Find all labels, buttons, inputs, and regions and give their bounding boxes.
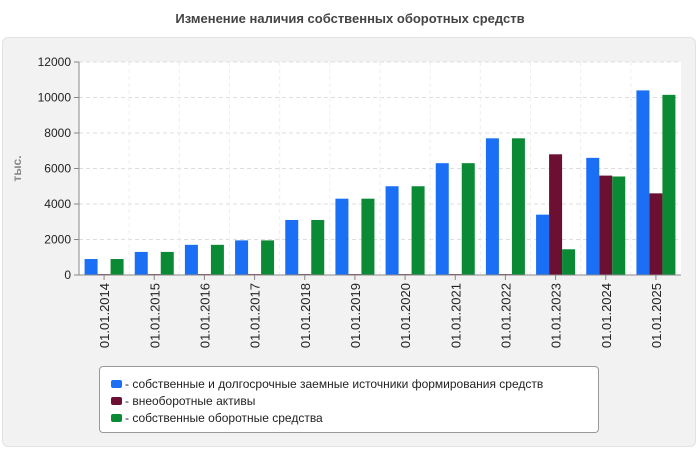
legend-item: - внеоборотные активы bbox=[111, 392, 598, 409]
bar bbox=[335, 198, 349, 275]
x-tick-label: 01.01.2024 bbox=[599, 283, 614, 348]
bar bbox=[210, 244, 224, 275]
y-tick-label: 12000 bbox=[38, 55, 72, 69]
bar bbox=[435, 163, 449, 275]
bar bbox=[160, 251, 174, 275]
bar bbox=[235, 240, 249, 275]
y-tick-label: 2000 bbox=[44, 233, 71, 247]
x-tick-label: 01.01.2025 bbox=[649, 283, 664, 348]
chart-legend: - собственные и долгосрочные заемные ист… bbox=[99, 366, 599, 433]
x-tick-label: 01.01.2019 bbox=[348, 283, 363, 348]
y-tick-label: 10000 bbox=[38, 91, 72, 105]
bar bbox=[636, 90, 650, 276]
legend-item: - собственные оборотные средства bbox=[111, 409, 598, 426]
x-tick-label: 01.01.2022 bbox=[498, 283, 513, 348]
bar bbox=[662, 94, 676, 276]
x-tick-label: 01.01.2021 bbox=[448, 283, 463, 348]
x-tick-label: 01.01.2016 bbox=[197, 283, 212, 348]
bar bbox=[562, 249, 576, 275]
y-tick-label: 0 bbox=[64, 268, 71, 282]
legend-label: - внеоборотные активы bbox=[125, 393, 256, 408]
bar bbox=[612, 176, 626, 275]
bar bbox=[536, 214, 550, 275]
y-axis-label: тыс. bbox=[10, 155, 24, 181]
bar bbox=[461, 163, 475, 275]
bar bbox=[110, 259, 124, 275]
bar bbox=[134, 251, 148, 275]
y-tick-label: 8000 bbox=[44, 126, 71, 140]
x-tick-label: 01.01.2015 bbox=[147, 283, 162, 348]
legend-label: - собственные оборотные средства bbox=[125, 410, 323, 425]
y-tick-label: 6000 bbox=[44, 162, 71, 176]
legend-label: - собственные и долгосрочные заемные ист… bbox=[125, 376, 544, 391]
legend-item: - собственные и долгосрочные заемные ист… bbox=[111, 375, 598, 392]
legend-swatch bbox=[111, 379, 122, 388]
x-tick-label: 01.01.2023 bbox=[549, 283, 564, 348]
legend-swatch bbox=[111, 413, 122, 422]
bar bbox=[549, 154, 563, 275]
x-tick-label: 01.01.2020 bbox=[398, 283, 413, 348]
bar bbox=[485, 138, 499, 275]
x-tick-label: 01.01.2017 bbox=[248, 283, 263, 348]
bar bbox=[411, 186, 425, 275]
bar bbox=[361, 198, 375, 275]
bar bbox=[511, 138, 525, 275]
y-tick-label: 4000 bbox=[44, 197, 71, 211]
bar bbox=[649, 193, 663, 275]
bar bbox=[586, 157, 600, 275]
bar bbox=[261, 240, 275, 275]
x-tick-label: 01.01.2014 bbox=[97, 283, 112, 348]
bar bbox=[385, 186, 399, 275]
bar bbox=[285, 219, 299, 275]
bar bbox=[599, 175, 613, 275]
chart-title: Изменение наличия собственных оборотных … bbox=[175, 11, 525, 26]
bar bbox=[311, 219, 325, 275]
bar bbox=[84, 259, 98, 275]
bar bbox=[184, 244, 198, 275]
legend-swatch bbox=[111, 396, 122, 405]
x-tick-label: 01.01.2018 bbox=[298, 283, 313, 348]
